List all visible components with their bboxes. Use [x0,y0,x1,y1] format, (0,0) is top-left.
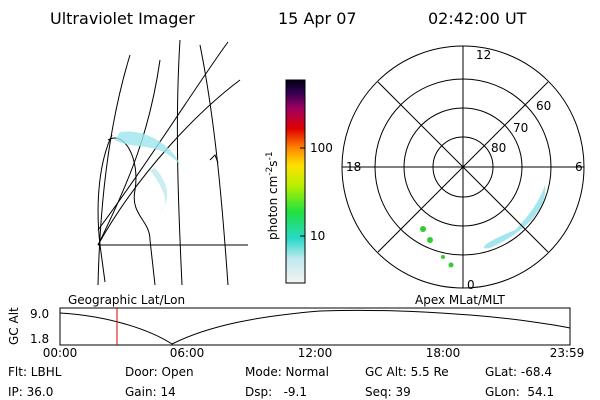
header: Ultraviolet Imager 15 Apr 07 02:42:00 UT [50,9,527,28]
info-field: Flt: LBHL [8,365,62,379]
polar-label: 70 [513,121,528,135]
polar-label: 12 [476,48,491,62]
y-label: GC Alt [7,307,21,345]
altitude-plot: GC Alt 9.0 1.8 00:00 06:00 12:00 18:00 2… [7,307,584,360]
x-tick-label: 06:00 [170,346,205,360]
info-field: Door: Open [125,365,194,379]
info-field: Seq: 39 [365,385,411,399]
info: Flt: LBHL Door: Open Mode: Normal GC Alt: 5… [8,365,554,399]
polar-label: 6 [575,160,583,174]
info-field: GLon: 54.1 [485,385,554,399]
y-tick-label: 1.8 [30,332,49,346]
colorbar-label: photon cm-2s-1 [265,151,280,240]
exp: -2 [265,167,275,176]
info-field: Dsp: -9.1 [245,385,307,399]
x-tick-label: 18:00 [426,346,461,360]
exp: -1 [265,151,275,160]
panel-label: Geographic Lat/Lon [68,293,185,307]
date: 15 Apr 07 [278,9,357,28]
time: 02:42:00 UT [428,9,527,28]
x-tick-label: 23:59 [550,346,585,360]
info-field: Gain: 14 [125,385,176,399]
polar-label: 18 [346,160,361,174]
geo-map [97,39,248,286]
colorbar-tick: 100 [310,141,333,155]
polar-plot: 12 18 6 0 60 70 80 [341,45,585,292]
info-field: IP: 36.0 [8,385,53,399]
x-tick-label: 00:00 [43,346,78,360]
unit: s [266,160,280,166]
colorbar-tick: 10 [310,229,325,243]
polar-label: 0 [467,278,475,292]
polar-label: 60 [536,99,551,113]
info-field: Mode: Normal [245,365,329,379]
panel-label: Apex MLat/MLT [415,293,505,307]
x-tick-label: 12:00 [298,346,333,360]
instrument: Ultraviolet Imager [50,9,195,28]
unit: photon cm [266,176,280,240]
info-field: GC Alt: 5.5 Re [365,365,449,379]
colorbar-scale [285,79,306,284]
colorbar: 100 10 photon cm-2s-1 [265,79,333,284]
y-tick-label: 9.0 [30,307,49,321]
polar-label: 80 [491,141,506,155]
info-field: GLat: -68.4 [485,365,552,379]
